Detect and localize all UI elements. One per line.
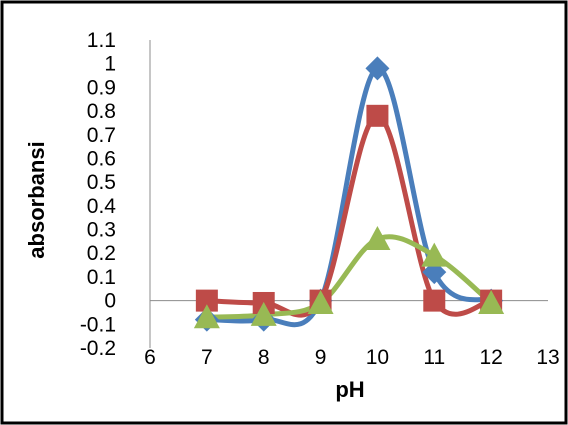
y-tick-label: 0.9 [87,76,116,99]
data-point-triangle [193,304,220,329]
data-point-triangle [421,242,448,267]
y-tick-label: 0.7 [87,124,116,147]
x-tick-label: 10 [366,346,389,369]
x-tick-label: 13 [536,346,559,369]
x-axis-title: pH [335,377,364,402]
y-tick-label: 0.1 [87,266,116,289]
data-point-triangle [250,301,277,326]
y-tick-label: 0 [104,290,116,313]
y-tick-label: 1 [104,53,116,76]
x-tick-label: 9 [315,346,327,369]
x-tick-label: 11 [423,346,445,369]
y-tick-label: 0.2 [87,242,116,265]
data-point-square [195,289,218,312]
y-tick-label: 0.6 [87,147,116,170]
y-tick-label: 0.4 [87,195,117,218]
data-point-triangle [478,289,505,314]
y-tick-label: 0.5 [87,171,116,194]
x-tick-label: 12 [479,346,502,369]
y-tick-label: 0.8 [87,100,116,123]
y-tick-label: 1.1 [87,29,116,52]
y-tick-label: 0.3 [87,219,116,242]
x-tick-label: 7 [201,346,213,369]
x-tick-label: 6 [144,346,156,369]
x-tick-label: 8 [258,346,270,369]
data-point-triangle [364,226,391,251]
y-tick-label: -0.2 [80,337,116,360]
y-tick-label: -0.1 [80,313,116,336]
data-point-diamond [365,56,390,81]
y-axis-title: absorbansi [24,141,49,258]
data-point-square [423,289,446,312]
data-point-square [366,104,389,127]
data-point-triangle [307,289,334,314]
